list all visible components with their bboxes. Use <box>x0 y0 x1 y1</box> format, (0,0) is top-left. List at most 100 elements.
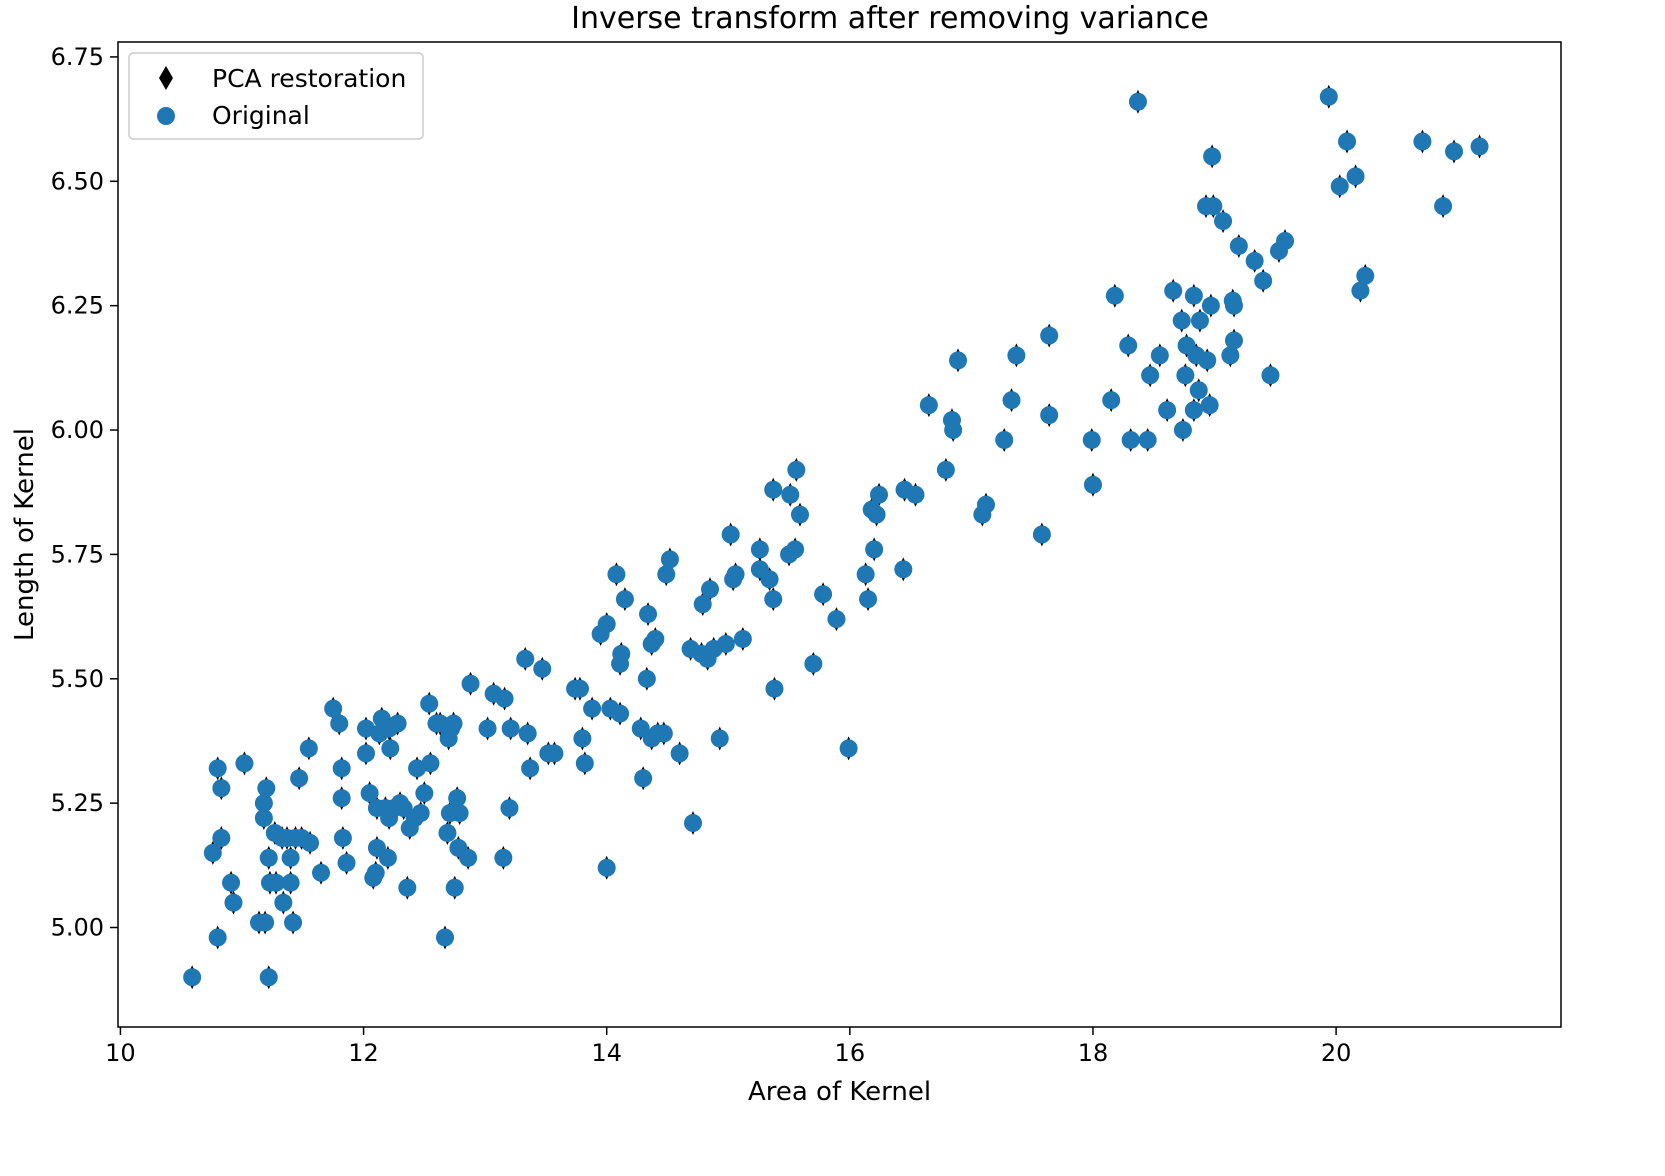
legend-label-original: Original <box>212 101 310 130</box>
original-point <box>495 689 514 708</box>
original-point <box>764 480 783 499</box>
original-point <box>208 928 227 947</box>
original-point <box>501 719 520 738</box>
original-point <box>657 565 676 584</box>
original-point <box>583 699 602 718</box>
original-point <box>597 615 616 634</box>
legend: PCA restoration Original <box>128 52 424 140</box>
original-point <box>607 565 626 584</box>
original-point <box>856 565 875 584</box>
original-point <box>212 828 231 847</box>
x-tick-label: 10 <box>105 1039 136 1067</box>
original-point <box>1261 366 1280 385</box>
original-point <box>654 724 673 743</box>
original-point <box>1190 311 1209 330</box>
original-point <box>459 848 478 867</box>
x-tick-label: 16 <box>835 1039 866 1067</box>
original-point <box>274 893 293 912</box>
x-tick-label: 12 <box>348 1039 379 1067</box>
original-point <box>1128 92 1147 111</box>
original-point <box>701 580 720 599</box>
original-point <box>281 873 300 892</box>
x-axis: 10 12 14 16 18 20 <box>105 1027 1351 1067</box>
original-point <box>445 878 464 897</box>
original-point <box>1224 296 1243 315</box>
original-point <box>1224 331 1243 350</box>
original-point <box>1346 167 1365 186</box>
original-point <box>790 505 809 524</box>
original-point <box>398 878 417 897</box>
original-point <box>1150 346 1169 365</box>
original-point <box>612 644 631 663</box>
y-tick-label: 5.75 <box>51 540 104 568</box>
original-point <box>575 754 594 773</box>
original-point <box>716 634 735 653</box>
original-point <box>478 719 497 738</box>
original-point <box>733 629 752 648</box>
original-point <box>1330 177 1349 196</box>
original-point <box>1221 346 1240 365</box>
original-point <box>765 679 784 698</box>
original-point <box>827 610 846 629</box>
original-point <box>1141 366 1160 385</box>
original-point <box>1040 406 1059 425</box>
original-point <box>1276 231 1295 250</box>
original-point <box>281 848 300 867</box>
original-point <box>324 699 343 718</box>
original-point <box>787 460 806 479</box>
original-point <box>1040 326 1059 345</box>
original-point <box>1470 137 1489 156</box>
original-point <box>448 789 467 808</box>
original-point <box>1338 132 1357 151</box>
original-point <box>299 739 318 758</box>
original-point <box>1105 286 1124 305</box>
original-point <box>203 843 222 862</box>
points-layer <box>183 84 1489 990</box>
y-tick-label: 6.50 <box>51 167 104 195</box>
original-point <box>814 585 833 604</box>
original-point <box>865 540 884 559</box>
original-point <box>360 784 379 803</box>
original-point <box>224 893 243 912</box>
original-point <box>1200 396 1219 415</box>
legend-label-pca-restoration: PCA restoration <box>212 64 406 93</box>
original-point <box>949 351 968 370</box>
original-point <box>1007 346 1026 365</box>
original-point <box>450 804 469 823</box>
original-point <box>1164 281 1183 300</box>
original-point <box>438 823 457 842</box>
original-point <box>1204 197 1223 216</box>
original-point <box>1434 197 1453 216</box>
original-point <box>1083 475 1102 494</box>
original-point <box>257 779 276 798</box>
original-point <box>721 525 740 544</box>
y-tick-label: 6.25 <box>51 292 104 320</box>
original-point <box>332 789 351 808</box>
original-point <box>870 485 889 504</box>
original-point <box>254 809 273 828</box>
original-point <box>710 729 729 748</box>
original-point <box>726 565 745 584</box>
original-point <box>388 714 407 733</box>
original-point <box>533 659 552 678</box>
original-point <box>259 848 278 867</box>
original-point <box>936 460 955 479</box>
original-point <box>521 759 540 778</box>
original-point <box>436 928 455 947</box>
original-point <box>378 848 397 867</box>
original-point <box>222 873 241 892</box>
y-tick-label: 6.75 <box>51 43 104 71</box>
original-point <box>444 714 463 733</box>
original-point <box>660 550 679 569</box>
original-point <box>312 863 331 882</box>
original-point <box>637 669 656 688</box>
original-point <box>421 754 440 773</box>
original-point <box>1254 271 1273 290</box>
original-point <box>516 649 535 668</box>
x-tick-label: 14 <box>591 1039 622 1067</box>
original-point <box>1138 430 1157 449</box>
original-point <box>1176 366 1195 385</box>
original-point <box>254 794 273 813</box>
original-point <box>1032 525 1051 544</box>
